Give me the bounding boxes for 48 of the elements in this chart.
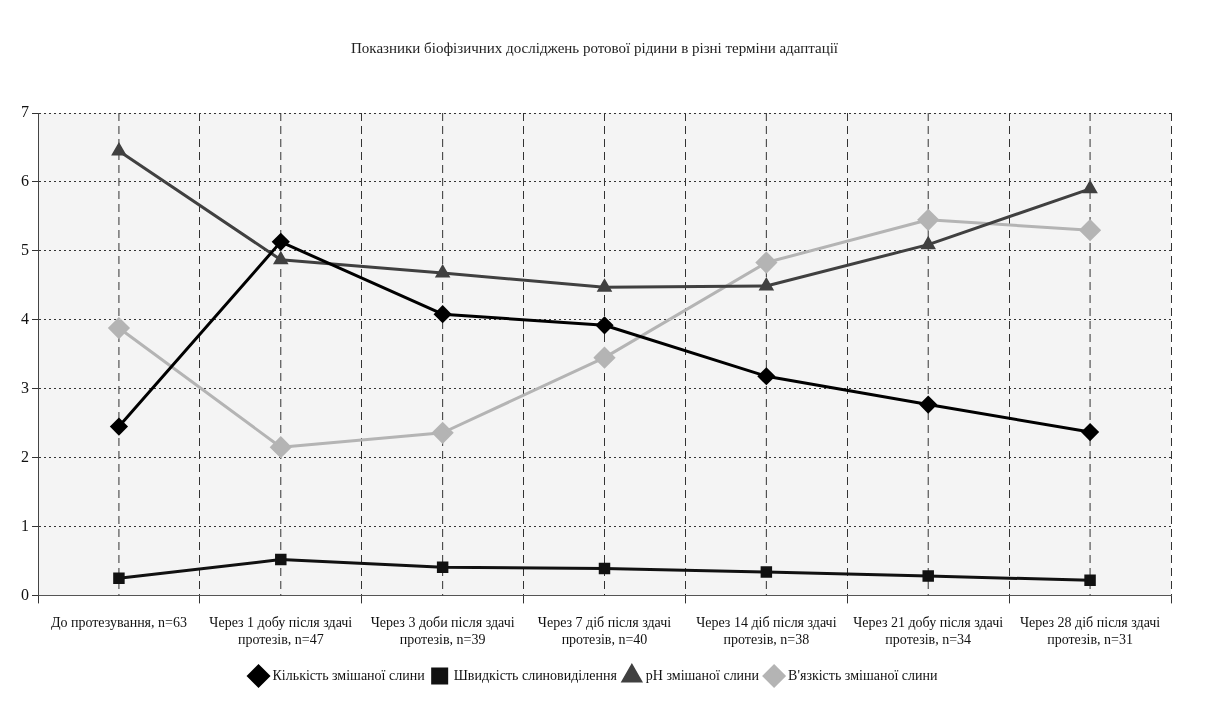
y-tick-label: 2: [21, 447, 29, 465]
point: [112, 143, 126, 156]
y-tick-label: 1: [21, 516, 29, 534]
point: [759, 278, 774, 291]
point: [760, 566, 773, 578]
legend-label: Кількість змішаної слини: [272, 667, 426, 683]
y-tick-label: 3: [21, 378, 29, 396]
point: [1079, 219, 1101, 241]
point: [272, 233, 290, 251]
x-tick-label: Через 28 діб після здачі протезів, n=31: [1019, 615, 1161, 648]
point: [274, 252, 288, 265]
point: [921, 237, 935, 250]
point: [1083, 181, 1097, 194]
x-tick-label: До протезування, n=63: [50, 615, 187, 631]
y-tick-label: 6: [21, 172, 29, 190]
point: [1081, 423, 1099, 441]
x-tick-label: Через 21 добу після здачі протезів, n=34: [853, 615, 1004, 648]
x-tick-label: Через 3 доби після здачі протезів, n=39: [370, 615, 515, 648]
point: [917, 209, 939, 231]
y-tick-label: 7: [21, 103, 29, 121]
point: [594, 347, 615, 369]
x-tick-label: Через 7 діб після здачі протезів, n=40: [537, 615, 672, 648]
point: [755, 252, 777, 274]
point: [919, 396, 937, 414]
point: [434, 305, 452, 323]
point: [598, 562, 611, 575]
y-tick-label: 4: [21, 309, 29, 327]
point: [275, 553, 287, 566]
x-tick-label: Через 1 добу після здачі протезів, n=47: [209, 615, 353, 648]
point: [597, 279, 612, 292]
point: [432, 422, 454, 444]
point: [110, 418, 128, 436]
point: [922, 570, 934, 582]
point: [596, 316, 613, 334]
y-tick-label: 5: [21, 241, 29, 259]
point: [757, 367, 775, 385]
point: [113, 572, 125, 584]
legend-label: Швидкість слиновиділення: [453, 667, 618, 683]
point: [436, 561, 449, 573]
x-tick-label: Через 14 діб після здачі протезів, n=38: [696, 615, 837, 648]
y-tick-label: 0: [21, 585, 29, 603]
point: [270, 436, 292, 458]
point: [1084, 574, 1096, 586]
point: [108, 317, 130, 339]
point: [435, 265, 450, 278]
legend-label: pH змішаної слини: [645, 667, 760, 683]
legend-label: В'язкість змішаної слини: [788, 667, 938, 683]
chart-title: Показники біофізичних досліджень ротової рідини в різні терміни адаптації: [350, 39, 839, 56]
